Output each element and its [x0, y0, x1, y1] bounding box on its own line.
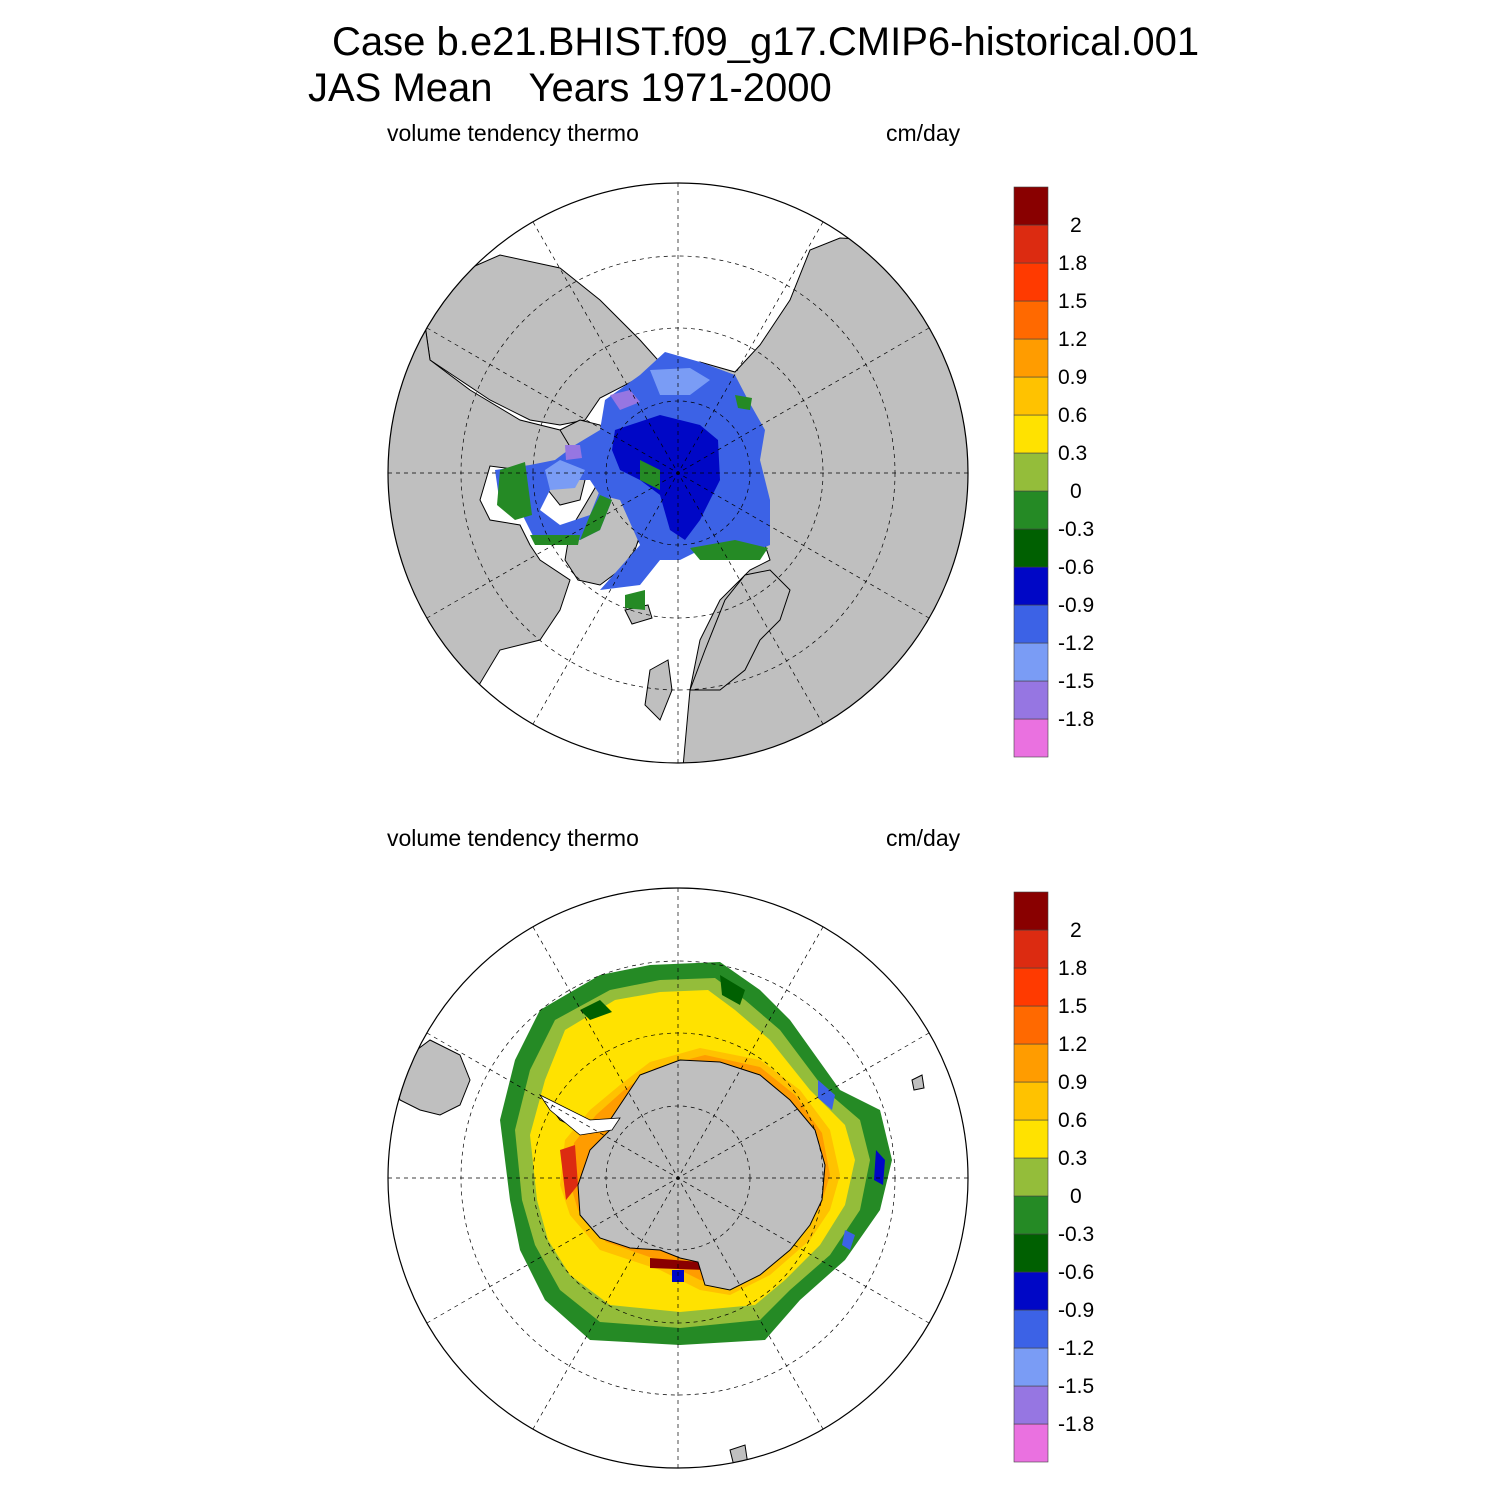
south-colorbar-label: -1.8 — [1058, 1413, 1094, 1436]
south-colorbar-box-5 — [1013, 1233, 1049, 1273]
south-map-border — [387, 887, 969, 1469]
north-colorbar-label: -1.5 — [1058, 670, 1094, 693]
south-colorbar-box-8 — [1013, 1119, 1049, 1159]
south-colorbar-box-4 — [1013, 1271, 1049, 1311]
north-colorbar-box-0 — [1013, 718, 1049, 758]
north-colorbar-box-5 — [1013, 528, 1049, 568]
south-colorbar-label: 1.8 — [1058, 957, 1087, 980]
season-label: JAS Mean — [308, 66, 493, 110]
south-colorbar-box-0 — [1013, 1423, 1049, 1463]
north-colorbar-box-8 — [1013, 414, 1049, 454]
north-colorbar-box-10 — [1013, 338, 1049, 378]
north-graticule — [388, 183, 968, 763]
north-sea-ice-field — [495, 352, 770, 610]
north-colorbar-label: 1.8 — [1058, 252, 1087, 275]
north-map-border — [387, 182, 969, 764]
south-colorbar-label: -0.3 — [1058, 1223, 1094, 1246]
north-polar-map — [387, 182, 969, 764]
south-colorbar-label: 0 — [1070, 1185, 1082, 1208]
south-polar-map — [387, 887, 969, 1469]
north-colorbar-box-6 — [1013, 490, 1049, 530]
north-colorbar-label: -1.8 — [1058, 708, 1094, 731]
south-colorbar-box-6 — [1013, 1195, 1049, 1235]
north-colorbar-box-4 — [1013, 566, 1049, 606]
south-colorbar-box-7 — [1013, 1157, 1049, 1197]
north-colorbar-label: 1.5 — [1058, 290, 1087, 313]
south-panel-units-label: cm/day — [886, 825, 961, 851]
north-colorbar-box-14 — [1013, 186, 1049, 226]
south-colorbar-label: 2 — [1070, 919, 1082, 942]
south-colorbar-label: -0.6 — [1058, 1261, 1094, 1284]
south-colorbar-box-10 — [1013, 1043, 1049, 1083]
figure-title-case: Case b.e21.BHIST.f09_g17.CMIP6-historica… — [332, 20, 1200, 64]
figure-title-period: JAS Mean Years 1971-2000 — [308, 66, 832, 110]
south-colorbar-box-3 — [1013, 1309, 1049, 1349]
north-panel-variable-label: volume tendency thermo — [387, 120, 639, 146]
north-colorbar-box-7 — [1013, 452, 1049, 492]
north-colorbar-box-12 — [1013, 262, 1049, 302]
north-colorbar-box-11 — [1013, 300, 1049, 340]
years-label: Years 1971-2000 — [528, 66, 832, 110]
north-colorbar-label: -1.2 — [1058, 632, 1094, 655]
south-colorbar-box-12 — [1013, 967, 1049, 1007]
south-colorbar-box-11 — [1013, 1005, 1049, 1045]
south-colorbar-label: 0.6 — [1058, 1109, 1087, 1132]
north-colorbar-box-1 — [1013, 680, 1049, 720]
north-colorbar-label: 1.2 — [1058, 328, 1087, 351]
south-colorbar-box-9 — [1013, 1081, 1049, 1121]
north-colorbar-box-13 — [1013, 224, 1049, 264]
north-colorbar-box-3 — [1013, 604, 1049, 644]
south-colorbar-box-2 — [1013, 1347, 1049, 1387]
south-colorbar-label: -1.2 — [1058, 1337, 1094, 1360]
north-colorbar-label: 0.9 — [1058, 366, 1087, 389]
south-panel-variable-label: volume tendency thermo — [387, 825, 639, 851]
north-panel-units-label: cm/day — [886, 120, 961, 146]
south-colorbar-label: 0.3 — [1058, 1147, 1087, 1170]
south-colorbar-box-13 — [1013, 929, 1049, 969]
north-colorbar-label: 0.3 — [1058, 442, 1087, 465]
south-colorbar-label: 0.9 — [1058, 1071, 1087, 1094]
north-colorbar-box-9 — [1013, 376, 1049, 416]
south-colorbar: -1.8 -1.5 -1.2 -0.9 -0.6 -0.3 0 0.3 0.6 0.9 1.2 1.5… — [1013, 891, 1094, 1463]
north-colorbar-label: 0 — [1070, 480, 1082, 503]
antarctic-peninsula — [538, 1093, 621, 1136]
south-colorbar-box-14 — [1013, 891, 1049, 931]
south-colorbar-label: -1.5 — [1058, 1375, 1094, 1398]
north-colorbar: -1.8 -1.5 -1.2 -0.9 -0.6 -0.3 0 0.3 0.6 0.9 1.2 1.5… — [1013, 186, 1094, 758]
north-colorbar-label: -0.3 — [1058, 518, 1094, 541]
north-map-land — [388, 237, 968, 763]
north-colorbar-label: 0.6 — [1058, 404, 1087, 427]
north-colorbar-label: 2 — [1070, 214, 1082, 237]
south-colorbar-label: 1.5 — [1058, 995, 1087, 1018]
south-colorbar-box-1 — [1013, 1385, 1049, 1425]
south-graticule — [388, 888, 968, 1468]
south-colorbar-label: 1.2 — [1058, 1033, 1087, 1056]
north-colorbar-label: -0.9 — [1058, 594, 1094, 617]
south-colorbar-label: -0.9 — [1058, 1299, 1094, 1322]
north-colorbar-label: -0.6 — [1058, 556, 1094, 579]
north-colorbar-box-2 — [1013, 642, 1049, 682]
